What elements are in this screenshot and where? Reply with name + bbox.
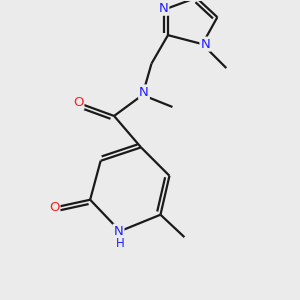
Text: N: N	[159, 2, 168, 15]
Text: N: N	[139, 85, 149, 98]
Text: O: O	[73, 96, 83, 109]
Text: N: N	[114, 225, 124, 238]
Text: H: H	[116, 237, 124, 250]
Text: O: O	[49, 201, 59, 214]
Text: N: N	[200, 38, 210, 51]
